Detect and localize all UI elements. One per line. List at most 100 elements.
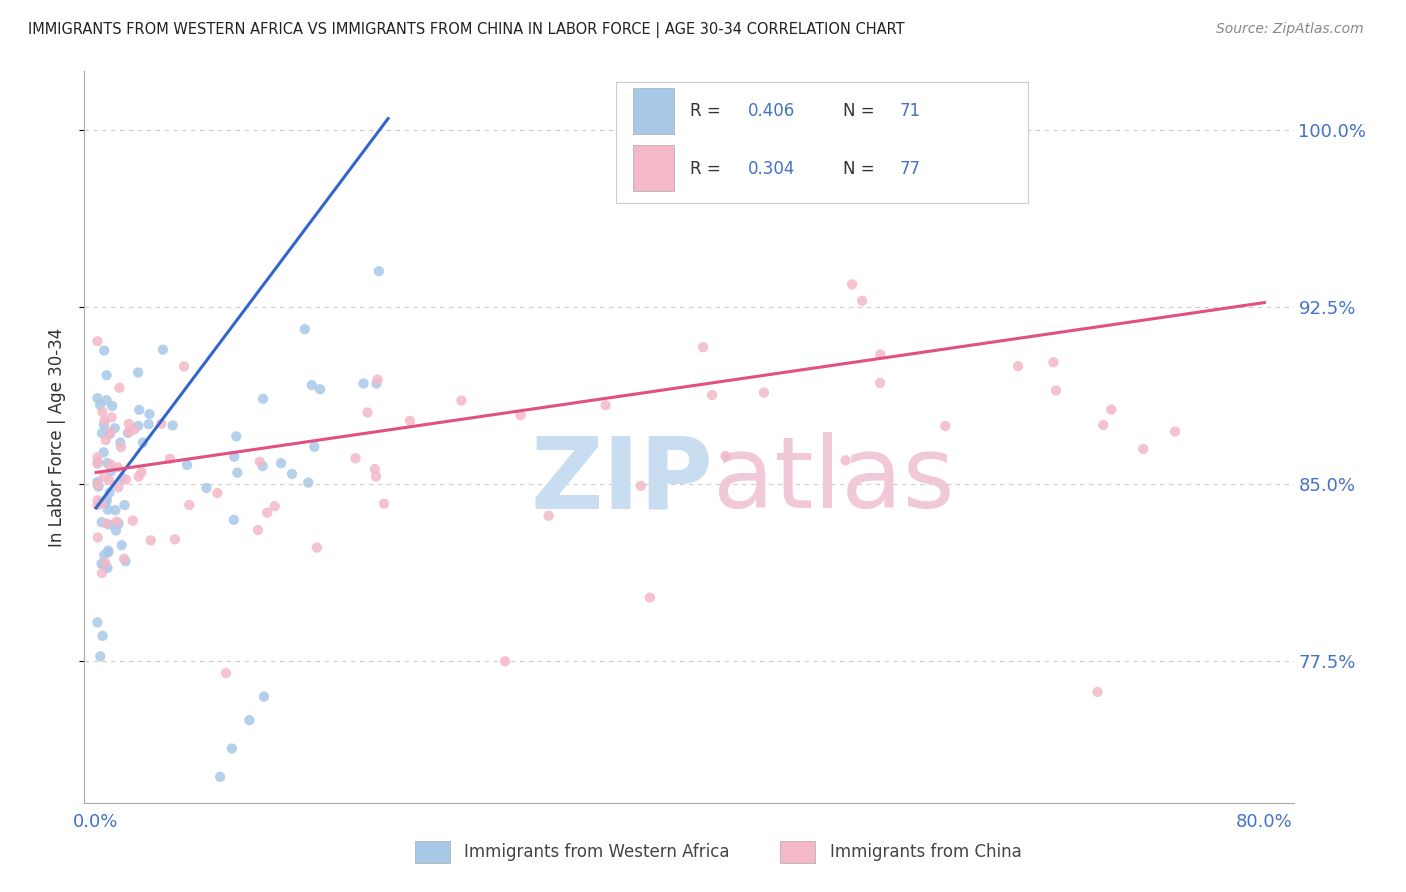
Point (112, 551, 135, 566)
Point (367, 373, 389, 387)
Point (1099, 402, 1122, 417)
Point (221, 741, 243, 756)
Point (86, 455, 108, 469)
Point (127, 366, 149, 380)
Text: IMMIGRANTS FROM WESTERN AFRICA VS IMMIGRANTS FROM CHINA IN LABOR FORCE | AGE 30-: IMMIGRANTS FROM WESTERN AFRICA VS IMMIGR… (28, 22, 904, 38)
Point (121, 514, 143, 528)
Point (344, 451, 367, 466)
Point (301, 378, 323, 392)
Point (108, 381, 131, 395)
Point (1132, 442, 1154, 456)
Point (162, 418, 184, 433)
Point (253, 690, 276, 704)
Point (94, 556, 117, 570)
Point (252, 392, 274, 406)
Point (1087, 685, 1109, 699)
Point (98, 517, 121, 532)
Point (93, 417, 115, 432)
Point (152, 343, 174, 357)
Point (96, 496, 118, 510)
Point (834, 453, 856, 467)
Point (364, 462, 387, 476)
Point (87, 531, 110, 545)
Point (537, 508, 560, 523)
Point (93, 548, 115, 562)
Point (209, 770, 232, 784)
Point (107, 516, 129, 531)
Point (195, 481, 218, 495)
Point (851, 293, 873, 308)
Point (93, 343, 115, 358)
Point (353, 376, 375, 391)
Point (226, 466, 249, 480)
Point (107, 460, 129, 475)
Point (97, 545, 120, 559)
Point (98, 474, 121, 488)
Point (114, 554, 136, 568)
Point (98, 426, 121, 441)
Point (91, 566, 114, 580)
Text: Source: ZipAtlas.com: Source: ZipAtlas.com (1216, 22, 1364, 37)
Point (128, 469, 150, 483)
Point (247, 523, 270, 537)
Point (249, 455, 271, 469)
Point (90, 557, 112, 571)
Point (692, 340, 714, 354)
Point (127, 418, 149, 433)
Point (86, 498, 108, 512)
Point (114, 498, 136, 512)
Point (163, 533, 186, 547)
Point (97, 543, 120, 558)
Point (176, 458, 198, 472)
Point (117, 425, 139, 440)
Point (86, 493, 108, 508)
Point (86, 477, 108, 491)
Point (91, 426, 114, 441)
Y-axis label: In Labor Force | Age 30-34: In Labor Force | Age 30-34 (48, 327, 66, 547)
Point (90, 515, 112, 529)
Point (139, 533, 162, 548)
Point (869, 347, 891, 361)
Point (131, 465, 153, 479)
Point (110, 435, 132, 450)
Point (111, 471, 134, 485)
Point (100, 458, 122, 472)
Point (595, 398, 617, 412)
Point (222, 513, 245, 527)
Point (100, 464, 122, 478)
Point (714, 449, 737, 463)
Point (96, 456, 118, 470)
Point (1007, 359, 1029, 374)
Point (263, 499, 285, 513)
Point (252, 459, 274, 474)
Point (89, 398, 111, 412)
Point (934, 418, 956, 433)
Point (159, 451, 181, 466)
Point (225, 429, 247, 443)
Point (104, 524, 127, 538)
Point (841, 277, 863, 292)
Point (118, 425, 141, 439)
Point (122, 422, 145, 436)
Point (297, 475, 319, 490)
Point (238, 713, 260, 727)
Point (270, 456, 292, 470)
Point (110, 440, 132, 454)
Point (509, 408, 531, 422)
Point (1092, 418, 1115, 433)
Point (1045, 384, 1067, 398)
Point (702, 388, 724, 402)
Point (1164, 425, 1187, 439)
Point (86, 391, 108, 405)
Point (281, 467, 304, 481)
Point (100, 410, 122, 425)
Point (98, 425, 121, 439)
Point (118, 417, 141, 431)
Point (309, 382, 332, 396)
Point (132, 435, 155, 450)
Point (86, 334, 108, 349)
Point (450, 393, 472, 408)
Text: Immigrants from Western Africa: Immigrants from Western Africa (464, 843, 730, 861)
Point (96, 368, 118, 383)
Point (638, 591, 661, 605)
